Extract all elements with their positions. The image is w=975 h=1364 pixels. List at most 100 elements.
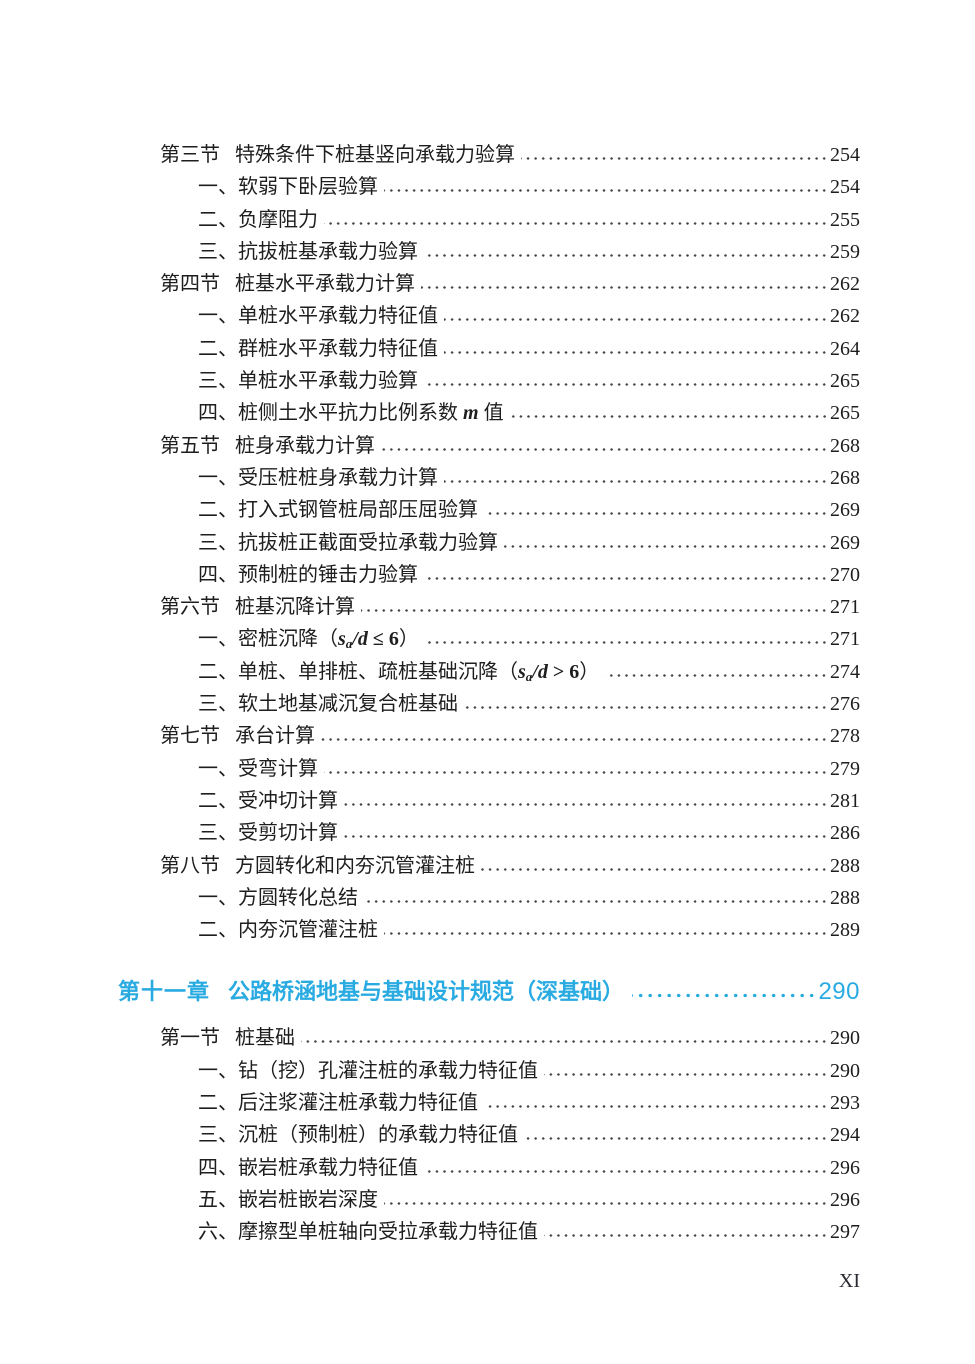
leader-dots [384, 931, 828, 937]
entry-page-number: 288 [830, 854, 860, 877]
entry-page-number: 294 [830, 1124, 860, 1147]
entry-page-number: 269 [830, 531, 860, 554]
entry-title: 群桩水平承载力特征值 [238, 337, 438, 360]
entry-label: 五、 [198, 1188, 238, 1211]
leader-dots [544, 1071, 828, 1077]
entry-label: 三、 [198, 1124, 238, 1147]
entry-title: 嵌岩桩嵌岩深度 [238, 1188, 378, 1211]
toc-section-row: 第四节 桩基水平承载力计算 262 [160, 268, 860, 300]
entry-title: 单桩水平承载力特征值 [238, 305, 438, 328]
leader-dots [424, 252, 828, 258]
toc-subitem-row: 二、 负摩阻力 255 [160, 204, 860, 236]
leader-dots [424, 1168, 828, 1174]
entry-page-number: 296 [830, 1156, 860, 1179]
leader-dots [509, 414, 828, 420]
toc-subitem-row: 二、 内夯沉管灌注桩 289 [160, 914, 860, 946]
entry-label: 二、 [198, 660, 238, 683]
entry-title: 受冲切计算 [238, 789, 338, 812]
entry-label: 第五节 [160, 434, 220, 457]
entry-title: 承台计算 [235, 725, 315, 748]
leader-dots [444, 317, 828, 323]
toc-section-row: 第三节 特殊条件下桩基竖向承载力验算 254 [160, 139, 860, 171]
entry-page-number: 293 [830, 1092, 860, 1115]
entry-title: 负摩阻力 [238, 208, 318, 231]
leader-dots [632, 992, 817, 1000]
entry-title: 软土地基减沉复合桩基础 [238, 693, 458, 716]
entry-label: 第三节 [160, 144, 220, 166]
leader-dots [521, 156, 828, 161]
toc-section-row: 第六节 桩基沉降计算 271 [160, 591, 860, 623]
entry-title-segment: 值 [478, 402, 504, 425]
entry-title-segment: ） [398, 628, 419, 651]
entry-title: 受弯计算 [238, 757, 318, 780]
entry-title-segment: ） [579, 660, 600, 683]
entry-page-number: 268 [830, 466, 860, 489]
leader-dots [361, 608, 828, 614]
entry-page-number: 269 [830, 499, 860, 522]
entry-page-number: 278 [830, 725, 860, 748]
leader-dots [324, 769, 828, 775]
toc-section-row: 第一节 桩基础 290 [160, 1022, 860, 1054]
entry-label: 第八节 [160, 854, 220, 877]
entry-label: 二、 [198, 499, 238, 522]
entry-title: 单桩水平承载力验算 [238, 370, 418, 393]
leader-dots [301, 1039, 828, 1045]
entry-page-number: 254 [830, 176, 860, 199]
leader-dots [605, 672, 828, 678]
entry-label: 一、 [198, 886, 238, 909]
entry-page-number: 290 [818, 978, 860, 1006]
toc-subitem-row: 二、 打入式钢管桩局部压屈验算 269 [160, 494, 860, 526]
entry-page-number: 265 [830, 370, 860, 393]
leader-dots [444, 349, 828, 355]
toc-section-row: 第五节 桩身承载力计算 268 [160, 430, 860, 462]
entry-label: 四、 [198, 402, 238, 425]
toc-list: 第三节 特殊条件下桩基竖向承载力验算 254 一、 软弱下卧层验算 254 二、 负摩阻力 25… [118, 139, 860, 1249]
leader-dots [324, 220, 828, 226]
entry-label: 一、 [198, 305, 238, 328]
entry-page-number: 270 [830, 563, 860, 586]
entry-label: 二、 [198, 789, 238, 812]
toc-subitem-row: 二、 后注浆灌注桩承载力特征值 293 [160, 1087, 860, 1119]
leader-dots [484, 511, 828, 517]
entry-title: 抗拔桩基承载力验算 [238, 240, 418, 263]
entry-title-segment: ≤ 6 [367, 628, 399, 651]
entry-label: 三、 [198, 370, 238, 393]
toc-subitem-row: 三、 软土地基减沉复合桩基础 276 [160, 688, 860, 720]
toc-subitem-row: 二、 单桩、单排桩、疏桩基础沉降（sa/d > 6） 274 [160, 656, 860, 688]
folio-page-number: XI [838, 1270, 860, 1292]
entry-title: 预制桩的锤击力验算 [238, 563, 418, 586]
entry-title: 方圆转化和内夯沉管灌注桩 [235, 854, 475, 877]
entry-page-number: 262 [830, 273, 860, 296]
entry-title: 受压桩桩身承载力计算 [238, 466, 438, 489]
entry-page-number: 264 [830, 337, 860, 360]
leader-dots [424, 640, 828, 646]
entry-title-segment: /d [532, 660, 548, 683]
entry-title-segment: s [338, 628, 346, 651]
entry-label: 六、 [198, 1221, 238, 1244]
entry-page-number: 255 [830, 208, 860, 231]
entry-label: 二、 [198, 1092, 238, 1115]
entry-page-number: 279 [830, 757, 860, 780]
entry-page-number: 288 [830, 886, 860, 909]
leader-dots [424, 575, 828, 581]
entry-label: 第四节 [160, 273, 220, 296]
toc-subitem-row: 五、 嵌岩桩嵌岩深度 296 [160, 1184, 860, 1216]
toc-subitem-row: 一、 单桩水平承载力特征值 262 [160, 300, 860, 332]
entry-label: 四、 [198, 1156, 238, 1179]
entry-page-number: 286 [830, 822, 860, 845]
entry-title: 桩基沉降计算 [235, 596, 355, 619]
entry-title: 后注浆灌注桩承载力特征值 [238, 1092, 478, 1115]
toc-subitem-row: 三、 抗拔桩基承载力验算 259 [160, 236, 860, 268]
entry-title: 受剪切计算 [238, 822, 338, 845]
entry-title-segment: a [345, 636, 353, 652]
entry-page-number: 274 [830, 660, 860, 683]
entry-title: 摩擦型单桩轴向受拉承载力特征值 [238, 1221, 538, 1244]
leader-dots [504, 543, 828, 549]
entry-title: 桩基础 [235, 1027, 295, 1050]
entry-title-segment: /d [352, 628, 368, 651]
leader-dots [464, 705, 828, 711]
leader-dots [424, 382, 828, 388]
entry-label: 二、 [198, 919, 238, 942]
entry-label: 四、 [198, 563, 238, 586]
entry-page-number: 289 [830, 919, 860, 942]
